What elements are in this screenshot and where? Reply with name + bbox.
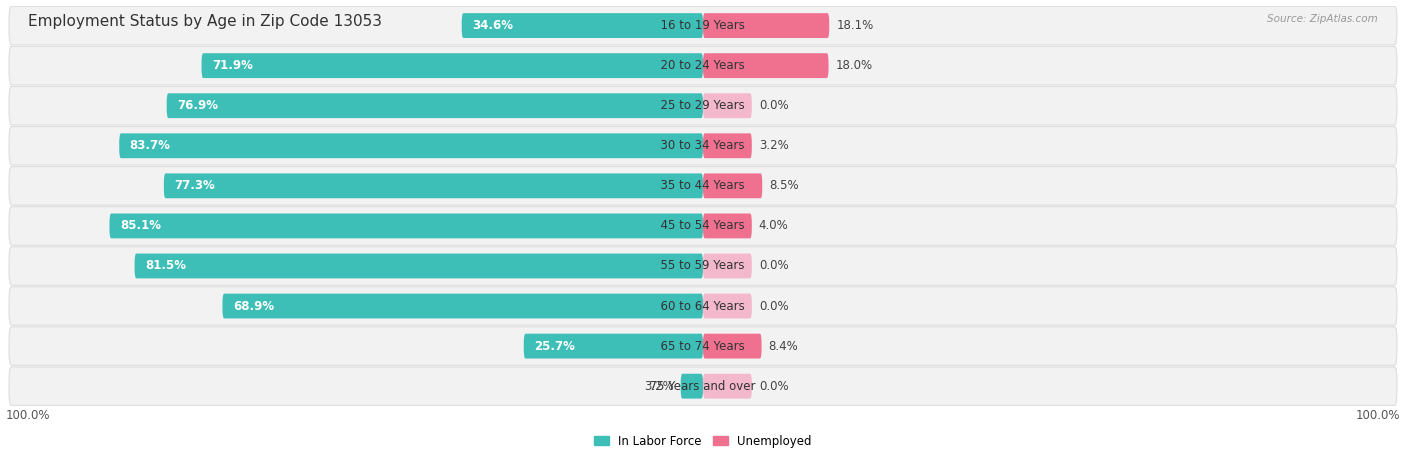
FancyBboxPatch shape [201,53,703,78]
FancyBboxPatch shape [8,287,1398,325]
FancyBboxPatch shape [703,374,752,399]
Text: 18.0%: 18.0% [835,59,873,72]
Text: 76.9%: 76.9% [177,99,218,112]
FancyBboxPatch shape [110,213,703,238]
Text: 65 to 74 Years: 65 to 74 Years [654,340,752,353]
FancyBboxPatch shape [8,6,1398,45]
Text: 68.9%: 68.9% [233,299,274,313]
FancyBboxPatch shape [703,174,762,198]
FancyBboxPatch shape [524,334,703,359]
Text: 30 to 34 Years: 30 to 34 Years [654,139,752,152]
Text: 55 to 59 Years: 55 to 59 Years [654,259,752,272]
FancyBboxPatch shape [703,253,752,278]
Text: 0.0%: 0.0% [759,259,789,272]
FancyBboxPatch shape [703,53,828,78]
Text: 3.2%: 3.2% [644,380,673,393]
FancyBboxPatch shape [8,247,1398,285]
Text: 60 to 64 Years: 60 to 64 Years [654,299,752,313]
FancyBboxPatch shape [8,367,1398,405]
Text: 100.0%: 100.0% [1355,410,1400,423]
Text: 25.7%: 25.7% [534,340,575,353]
Text: 77.3%: 77.3% [174,179,215,192]
Text: 3.2%: 3.2% [759,139,789,152]
Text: 85.1%: 85.1% [120,219,160,232]
FancyBboxPatch shape [703,213,752,238]
Text: 75 Years and over: 75 Years and over [643,380,763,393]
Text: 25 to 29 Years: 25 to 29 Years [654,99,752,112]
FancyBboxPatch shape [703,334,762,359]
Text: 20 to 24 Years: 20 to 24 Years [654,59,752,72]
FancyBboxPatch shape [703,294,752,318]
FancyBboxPatch shape [703,133,752,158]
Text: 18.1%: 18.1% [837,19,873,32]
FancyBboxPatch shape [461,13,703,38]
FancyBboxPatch shape [8,87,1398,125]
FancyBboxPatch shape [703,93,752,118]
Text: 0.0%: 0.0% [759,380,789,393]
Text: Source: ZipAtlas.com: Source: ZipAtlas.com [1267,14,1378,23]
Text: Employment Status by Age in Zip Code 13053: Employment Status by Age in Zip Code 130… [28,14,382,28]
Text: 8.4%: 8.4% [769,340,799,353]
FancyBboxPatch shape [8,166,1398,205]
Text: 0.0%: 0.0% [759,299,789,313]
Text: 71.9%: 71.9% [212,59,253,72]
Text: 0.0%: 0.0% [759,99,789,112]
FancyBboxPatch shape [8,327,1398,365]
Text: 83.7%: 83.7% [129,139,170,152]
Text: 100.0%: 100.0% [6,410,51,423]
Legend: In Labor Force, Unemployed: In Labor Force, Unemployed [589,430,817,451]
Text: 4.0%: 4.0% [759,219,789,232]
FancyBboxPatch shape [8,127,1398,165]
FancyBboxPatch shape [120,133,703,158]
FancyBboxPatch shape [8,207,1398,245]
FancyBboxPatch shape [165,174,703,198]
Text: 8.5%: 8.5% [769,179,799,192]
Text: 45 to 54 Years: 45 to 54 Years [654,219,752,232]
FancyBboxPatch shape [135,253,703,278]
FancyBboxPatch shape [681,374,703,399]
Text: 35 to 44 Years: 35 to 44 Years [654,179,752,192]
FancyBboxPatch shape [167,93,703,118]
FancyBboxPatch shape [703,13,830,38]
Text: 34.6%: 34.6% [472,19,513,32]
Text: 16 to 19 Years: 16 to 19 Years [654,19,752,32]
Text: 81.5%: 81.5% [145,259,186,272]
FancyBboxPatch shape [8,46,1398,85]
FancyBboxPatch shape [222,294,703,318]
